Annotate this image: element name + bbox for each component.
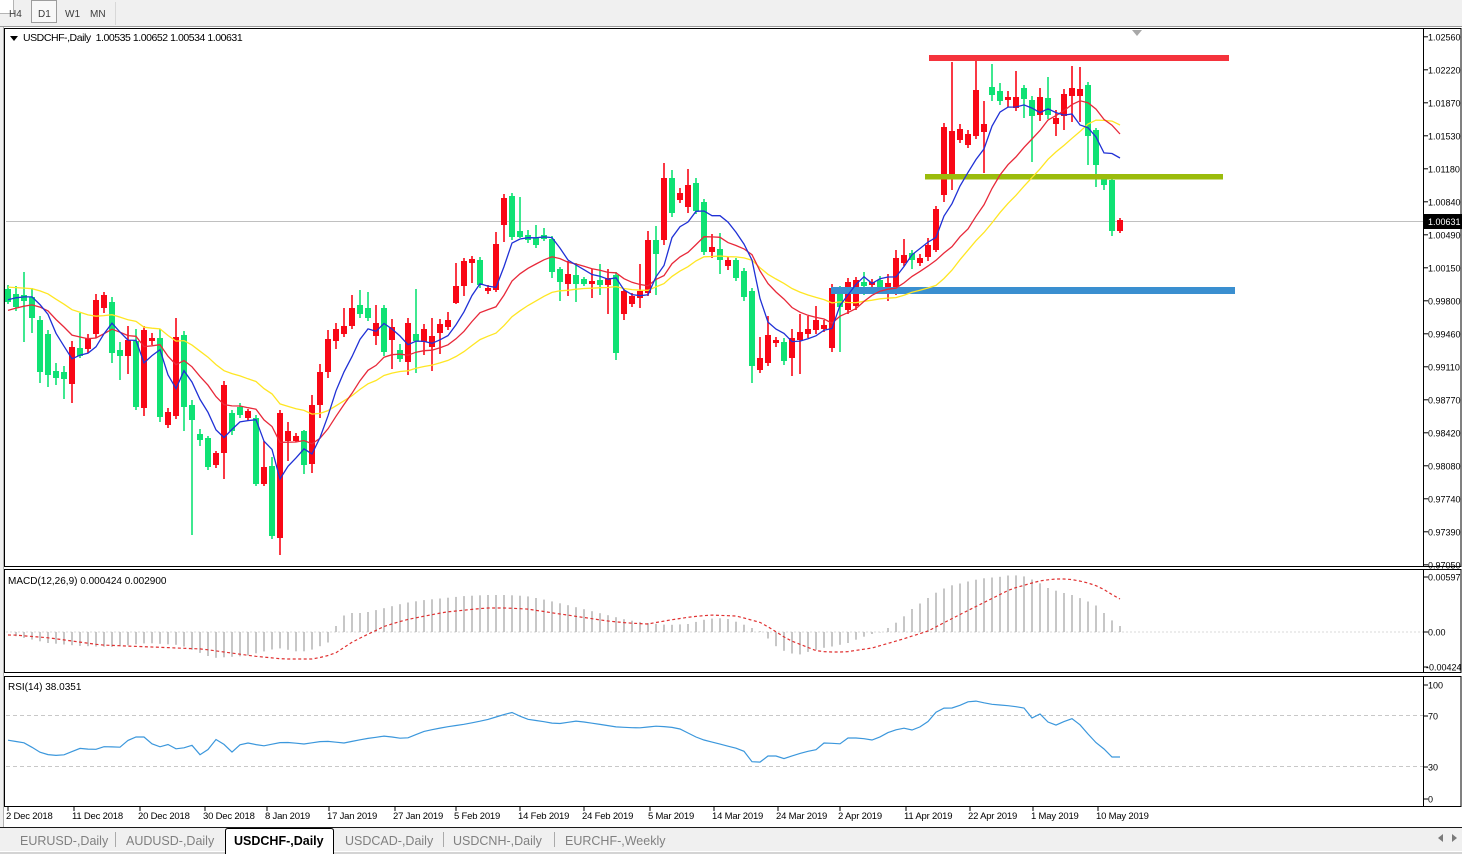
svg-text:2 Dec 2018: 2 Dec 2018 xyxy=(6,811,53,822)
svg-text:MACD(12,26,9) 0.000424 0.00290: MACD(12,26,9) 0.000424 0.002900 xyxy=(8,576,167,587)
svg-text:1.02220: 1.02220 xyxy=(1428,65,1461,75)
svg-text:1.00490: 1.00490 xyxy=(1428,230,1461,240)
svg-text:0.00597: 0.00597 xyxy=(1428,573,1461,583)
svg-text:24 Mar 2019: 24 Mar 2019 xyxy=(776,811,827,822)
svg-text:10 May 2019: 10 May 2019 xyxy=(1096,811,1149,822)
svg-text:11 Apr 2019: 11 Apr 2019 xyxy=(904,811,952,822)
svg-text:0.98770: 0.98770 xyxy=(1428,395,1461,405)
svg-text:5 Feb 2019: 5 Feb 2019 xyxy=(454,811,500,822)
svg-text:USDCHF-,Daily: USDCHF-,Daily xyxy=(234,834,324,848)
svg-text:2 Apr 2019: 2 Apr 2019 xyxy=(838,811,882,822)
svg-text:1.00631: 1.00631 xyxy=(1428,217,1461,227)
svg-text:0: 0 xyxy=(1428,795,1433,805)
svg-text:RSI(14) 38.0351: RSI(14) 38.0351 xyxy=(8,682,82,693)
svg-text:1 May 2019: 1 May 2019 xyxy=(1031,811,1079,822)
svg-text:1.00150: 1.00150 xyxy=(1428,263,1461,273)
svg-text:D1: D1 xyxy=(38,9,51,20)
svg-text:0.97390: 0.97390 xyxy=(1428,527,1461,537)
svg-text:W1: W1 xyxy=(65,9,80,20)
svg-text:-0.00424: -0.00424 xyxy=(1426,663,1462,673)
svg-text:0.99460: 0.99460 xyxy=(1428,329,1461,339)
svg-text:8 Jan 2019: 8 Jan 2019 xyxy=(265,811,310,822)
svg-text:0.99800: 0.99800 xyxy=(1428,296,1461,306)
svg-text:70: 70 xyxy=(1428,712,1438,722)
svg-text:USDCHF-,Daily 1.00535 1.00652: USDCHF-,Daily 1.00535 1.00652 1.00534 1.… xyxy=(23,32,243,44)
svg-text:0.97050: 0.97050 xyxy=(1428,560,1461,570)
svg-text:H4: H4 xyxy=(9,9,22,20)
svg-text:5 Mar 2019: 5 Mar 2019 xyxy=(648,811,694,822)
svg-text:100: 100 xyxy=(1428,681,1443,691)
svg-text:MN: MN xyxy=(90,9,106,20)
svg-text:11 Dec 2018: 11 Dec 2018 xyxy=(72,811,123,822)
svg-text:EURCHF-,Weekly: EURCHF-,Weekly xyxy=(565,834,666,848)
svg-text:0.98080: 0.98080 xyxy=(1428,461,1461,471)
svg-text:0.97740: 0.97740 xyxy=(1428,494,1461,504)
svg-text:22 Apr 2019: 22 Apr 2019 xyxy=(968,811,1017,822)
svg-text:1.01870: 1.01870 xyxy=(1428,98,1461,108)
svg-text:AUDUSD-,Daily: AUDUSD-,Daily xyxy=(126,834,215,848)
svg-text:30 Dec 2018: 30 Dec 2018 xyxy=(203,811,255,822)
svg-text:17 Jan 2019: 17 Jan 2019 xyxy=(327,811,377,822)
svg-text:USDCAD-,Daily: USDCAD-,Daily xyxy=(345,834,434,848)
svg-text:20 Dec 2018: 20 Dec 2018 xyxy=(138,811,190,822)
svg-text:27 Jan 2019: 27 Jan 2019 xyxy=(393,811,443,822)
svg-text:14 Mar 2019: 14 Mar 2019 xyxy=(712,811,763,822)
svg-text:30: 30 xyxy=(1428,763,1438,773)
svg-text:EURUSD-,Daily: EURUSD-,Daily xyxy=(20,834,109,848)
svg-text:0.98420: 0.98420 xyxy=(1428,428,1461,438)
svg-text:1.01530: 1.01530 xyxy=(1428,131,1461,141)
svg-text:14 Feb 2019: 14 Feb 2019 xyxy=(518,811,569,822)
svg-text:1.00840: 1.00840 xyxy=(1428,197,1461,207)
svg-text:1.01180: 1.01180 xyxy=(1428,164,1460,174)
svg-text:0.00: 0.00 xyxy=(1428,628,1446,638)
svg-text:1.02560: 1.02560 xyxy=(1428,32,1461,42)
svg-text:USDCNH-,Daily: USDCNH-,Daily xyxy=(453,834,543,848)
svg-text:0.99110: 0.99110 xyxy=(1428,362,1460,372)
svg-text:24 Feb 2019: 24 Feb 2019 xyxy=(582,811,633,822)
